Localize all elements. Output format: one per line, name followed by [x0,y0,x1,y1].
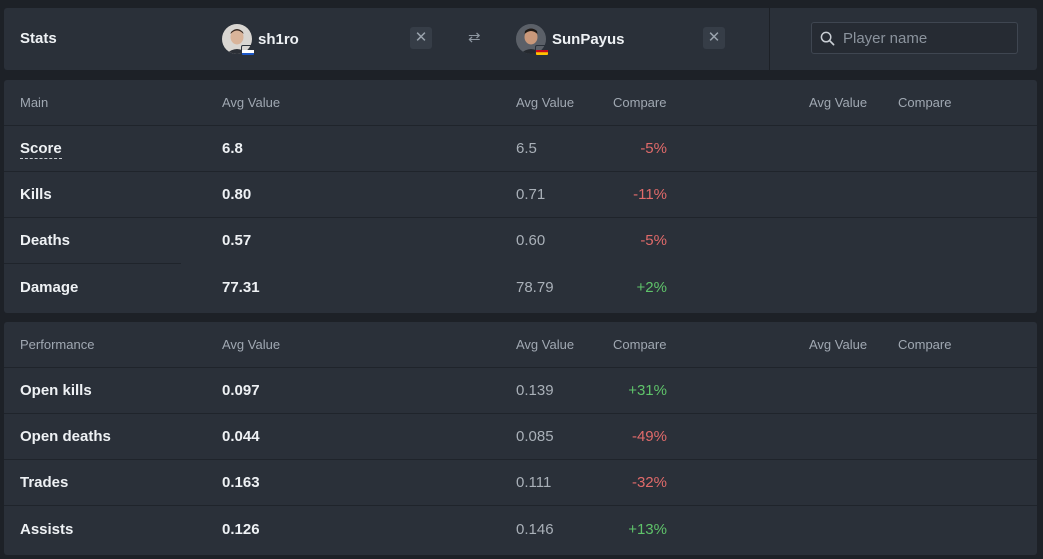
compare-value: -5% [640,232,667,249]
stat-label: Damage [20,279,79,296]
column-header: Avg Value [222,95,281,110]
table-row: Score 6.8 6.5 -5% [4,126,1037,172]
player2-name: SunPayus [552,30,625,48]
table-row: Open kills 0.097 0.139 +31% [4,368,1037,414]
player2-value: 0.60 [516,232,546,249]
remove-player1-button[interactable]: ✕ [410,27,432,49]
table-row: Assists 0.126 0.146 +13% [4,507,1037,553]
player-search[interactable] [811,22,1018,54]
table-row: Trades 0.163 0.111 -32% [4,460,1037,506]
player1-value: 6.8 [222,140,243,157]
stat-label: Open deaths [20,428,111,445]
player2-chip[interactable]: SunPayus [516,21,625,57]
table-header: Performance Avg Value Avg Value Compare … [4,322,1037,368]
compare-value: -32% [631,474,667,491]
flag-spain-icon [535,45,549,56]
player1-value: 77.31 [222,279,260,296]
compare-value: -5% [640,140,667,157]
player1-value: 0.044 [222,428,260,445]
column-header: Compare [613,337,667,352]
flag-russia-icon [241,45,255,56]
player2-value: 0.085 [516,428,554,445]
compare-value: +31% [628,382,667,399]
compare-value: +13% [628,521,667,538]
search-icon [820,31,835,45]
page-title: Stats [20,30,57,47]
player2-value: 6.5 [516,140,537,157]
column-header: Avg Value [809,95,868,110]
column-header: Avg Value [809,337,868,352]
stats-header: Stats sh1ro ✕ ⇄ [4,8,1037,70]
compare-value: -49% [631,428,667,445]
close-icon: ✕ [414,29,428,46]
column-header: Compare [898,337,952,352]
column-header: Avg Value [516,337,575,352]
search-input[interactable] [841,28,1015,48]
table-row: Open deaths 0.044 0.085 -49% [4,414,1037,460]
avatar [516,24,546,54]
player2-value: 0.139 [516,382,554,399]
performance-stats-table: Performance Avg Value Avg Value Compare … [4,322,1037,555]
swap-icon[interactable]: ⇄ [468,29,481,46]
player1-value: 0.57 [222,232,252,249]
player2-value: 0.71 [516,186,546,203]
player1-value: 0.097 [222,382,260,399]
player1-value: 0.126 [222,521,260,538]
divider [769,8,770,70]
table-row: Deaths 0.57 0.60 -5% [4,218,1037,264]
section-title: Performance [20,337,95,352]
player1-chip[interactable]: sh1ro [222,21,299,57]
stat-label: Deaths [20,232,71,249]
column-header: Avg Value [516,95,575,110]
player2-value: 0.111 [516,474,552,491]
stat-label: Assists [20,521,74,538]
stat-label: Kills [20,186,52,203]
column-header: Compare [898,95,952,110]
stat-label[interactable]: Score [20,140,62,159]
close-icon: ✕ [707,29,721,46]
column-header: Avg Value [222,337,281,352]
column-header: Compare [613,95,667,110]
compare-value: +2% [636,279,667,296]
table-row: Kills 0.80 0.71 -11% [4,172,1037,218]
stat-label: Trades [20,474,69,491]
section-title: Main [20,95,49,110]
player1-value: 0.80 [222,186,252,203]
player1-name: sh1ro [258,30,299,48]
player1-value: 0.163 [222,474,260,491]
table-header: Main Avg Value Avg Value Compare Avg Val… [4,80,1037,126]
compare-value: -11% [633,186,667,203]
remove-player2-button[interactable]: ✕ [703,27,725,49]
player2-value: 0.146 [516,521,554,538]
table-row: Damage 77.31 78.79 +2% [4,265,1037,311]
avatar [222,24,252,54]
stat-label: Open kills [20,382,92,399]
player2-value: 78.79 [516,279,554,296]
main-stats-table: Main Avg Value Avg Value Compare Avg Val… [4,80,1037,313]
